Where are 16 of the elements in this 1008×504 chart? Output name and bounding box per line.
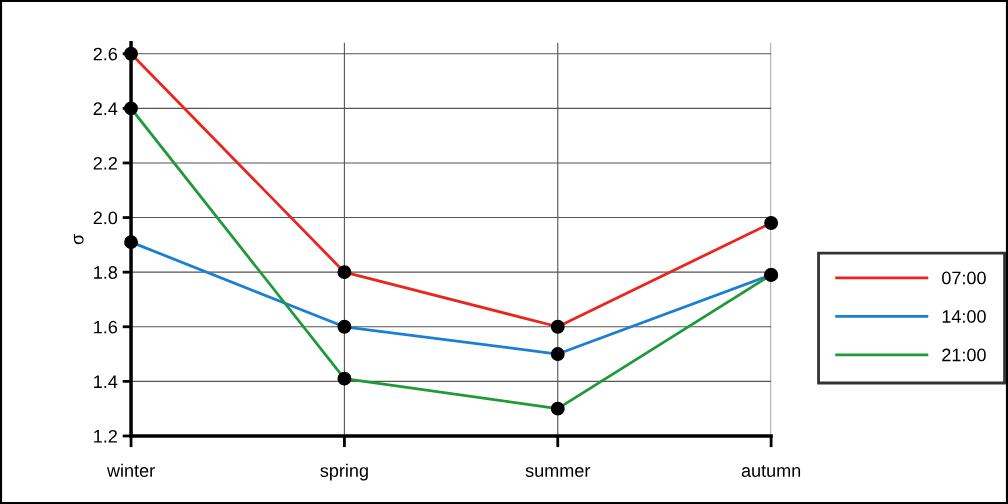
y-tick-label: 1.8	[94, 266, 118, 279]
x-tick-label: winter	[106, 463, 155, 477]
y-tick-label: 2.0	[93, 211, 118, 225]
x-tick-label: autumn	[741, 465, 801, 477]
legend-label: 14:00	[942, 310, 986, 323]
legend-label: 21:00	[942, 348, 986, 362]
y-tick-label: 1.4	[94, 375, 118, 388]
y-tick-label: 1.2	[94, 429, 117, 443]
x-tick-label: spring	[320, 463, 368, 481]
x-tick-label: summer	[525, 467, 591, 477]
y-tick-label: 2.4	[93, 102, 118, 115]
y-axis-title: σ	[73, 234, 84, 245]
y-tick-label: 2.2	[93, 156, 117, 170]
y-tick-label: 2.6	[93, 47, 118, 61]
legend-label: 07:00	[942, 271, 986, 285]
y-tick-label: 1.6	[94, 320, 118, 334]
